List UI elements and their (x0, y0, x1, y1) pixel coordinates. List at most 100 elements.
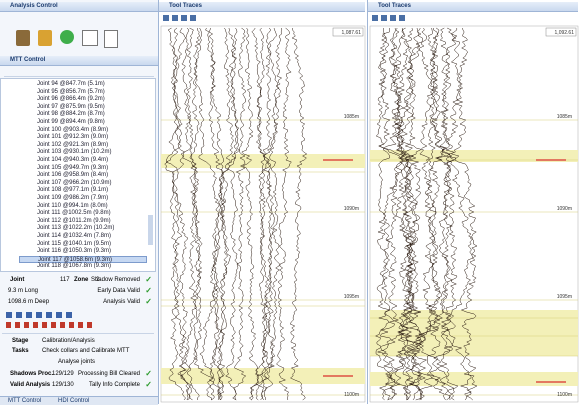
tool-icon[interactable] (399, 15, 405, 21)
value: 2 (96, 277, 100, 283)
joint-row[interactable]: Joint 99 @894.4m (9.8m) (37, 119, 105, 125)
tool-icon[interactable] (381, 15, 387, 21)
trace (401, 27, 441, 401)
joint-row[interactable]: Joint 105 @949.7m (9.3m) (37, 164, 109, 171)
depth-label: 1100m (557, 392, 572, 398)
value: 129/130 (52, 382, 74, 388)
label: Zone (74, 277, 89, 283)
joint-row[interactable]: Joint 118 @1067.8m (9.3m) (37, 263, 112, 270)
joint-info: Joint 117 Zone 2 9.3 m Long 1098.6 m Dee… (4, 275, 154, 309)
list-toolbar (4, 68, 154, 77)
joint-row[interactable]: Joint 109 @986.2m (7.9m) (37, 195, 109, 201)
joint-row[interactable]: Joint 116 @1050.3m (9.3m) (37, 248, 112, 255)
tool-icon[interactable] (372, 15, 378, 21)
trace (440, 27, 478, 401)
trace (186, 27, 214, 401)
status: Stage Calibration/Analysis Tasks Check c… (2, 333, 154, 398)
value: 129/129 (52, 371, 74, 377)
trace (170, 27, 191, 401)
highlight-band (370, 150, 578, 162)
trace (418, 27, 446, 401)
value: Calibration/Analysis (42, 338, 95, 344)
icon[interactable] (16, 30, 30, 46)
trace-view: 1,087.61 1085m 1090m 1095m 1100m (160, 15, 366, 403)
tab[interactable]: MTT Control (8, 398, 42, 404)
trace (194, 27, 220, 401)
trace (225, 27, 240, 401)
tool-icon[interactable] (172, 15, 178, 21)
icon[interactable] (82, 30, 98, 46)
tab-bar: MTT Control HDI Control (0, 396, 158, 405)
joint-row[interactable]: Joint 111 @1002.5m (9.8m) (37, 210, 111, 217)
icon-row[interactable] (6, 322, 96, 328)
joint-row[interactable]: Joint 112 @1011.2m (9.9m) (37, 217, 111, 224)
check-icon: ✓ (145, 275, 152, 284)
highlight-band (370, 372, 578, 386)
check: Analysis Valid (103, 299, 140, 305)
check: Tally Info Complete (88, 382, 140, 388)
left-panel: Analysis Control MTT Control Joint 94 @8… (0, 0, 159, 405)
joint-row[interactable]: Joint 95 @856.7m (5.7m) (37, 88, 105, 95)
depth-label: 1090m (557, 206, 572, 212)
tool-icon[interactable] (181, 15, 187, 21)
joint-row[interactable]: Joint 101 @912.3m (9.0m) (37, 134, 109, 141)
icon-row[interactable] (6, 312, 76, 318)
trace (255, 27, 275, 401)
tool-icon[interactable] (390, 15, 396, 21)
tool-icon[interactable] (163, 15, 169, 21)
tab[interactable]: HDI Control (58, 398, 90, 404)
label: Shadows Proc. (10, 371, 54, 377)
joint-row[interactable]: Joint 96 @866.4m (9.2m) (37, 96, 105, 103)
trace (186, 28, 202, 401)
check: Processing Bill Cleared (77, 371, 140, 377)
icon[interactable] (104, 30, 118, 48)
check-icon: ✓ (145, 369, 152, 378)
check-icon: ✓ (145, 286, 152, 295)
trace (377, 27, 417, 401)
joint-row[interactable]: Joint 102 @921.3m (8.9m) (37, 141, 109, 148)
joint-row[interactable]: Joint 97 @875.9m (9.5m) (37, 103, 105, 110)
joint-row[interactable]: Joint 110 @994.1m (8.0m) (37, 202, 108, 209)
value: Analyse joints (58, 359, 96, 365)
trace (289, 27, 308, 401)
check: Shadow Removed (90, 277, 140, 283)
trace (375, 28, 421, 401)
joint-row[interactable]: Joint 106 @958.9m (8.4m) (37, 172, 109, 179)
panel-header: Tool Traces (368, 2, 578, 12)
trace (440, 28, 467, 401)
panel-header: MTT Control (0, 56, 158, 66)
icon[interactable] (60, 30, 74, 44)
joint-row[interactable]: Joint 100 @903.4m (8.9m) (37, 126, 109, 133)
joint-row[interactable]: Joint 94 @847.7m (5.1m) (37, 81, 105, 87)
depth-label: 1095m (557, 294, 572, 300)
value: Check collars and Calibrate MTT (42, 348, 130, 354)
joint-row[interactable]: Joint 115 @1040.1m (9.5m) (37, 240, 112, 247)
trace (261, 27, 280, 401)
depth-label: 1100m (344, 392, 359, 398)
trace (208, 27, 225, 401)
trace (433, 27, 458, 401)
joint-row[interactable]: Joint 103 @930.1m (10.2m) (37, 149, 112, 156)
joint-row[interactable]: Joint 104 @940.3m (9.4m) (37, 157, 109, 163)
joint-list: Joint 94 @847.7m (5.1m) Joint 95 @856.7m … (0, 78, 156, 272)
icon[interactable] (38, 30, 52, 46)
trace (263, 27, 283, 401)
value: 1098.6 m Deep (8, 299, 50, 305)
depth-label: 1090m (344, 206, 359, 212)
label: Stage (12, 338, 29, 344)
joint-row[interactable]: Joint 107 @966.2m (10.9m) (37, 179, 112, 186)
depth-label: 1085m (557, 114, 572, 120)
joint-row[interactable]: Joint 98 @884.2m (8.7m) (37, 111, 105, 118)
value: 9.3 m Long (8, 288, 39, 294)
scrollbar[interactable] (148, 215, 153, 245)
readout: 1,092.61 (555, 30, 575, 36)
joint-row[interactable]: Joint 114 @1032.4m (7.8m) (37, 233, 112, 239)
trace (165, 27, 186, 401)
joint-row[interactable]: Joint 108 @977.1m (9.1m) (37, 187, 109, 194)
panel-header: Tool Traces (159, 2, 365, 12)
trace (384, 27, 421, 401)
trace-view: 1,092.61 1085m 1090m 1095m 1100m (369, 15, 579, 403)
joint-row[interactable]: Joint 113 @1022.2m (10.2m) (37, 225, 115, 232)
joint-row[interactable]: Joint 117 @1058.6m (9.3m) (19, 255, 147, 264)
tool-icon[interactable] (190, 15, 196, 21)
